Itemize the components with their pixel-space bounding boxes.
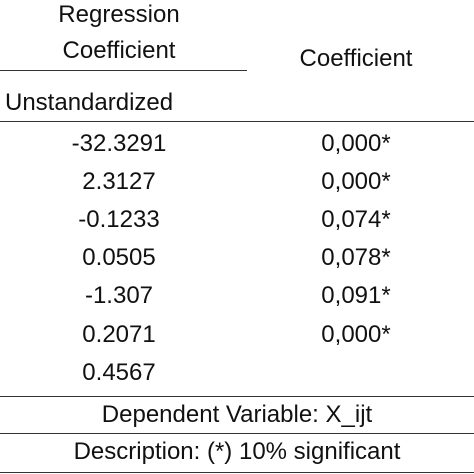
row-7-coefficient — [238, 358, 474, 388]
row-4-unstandardized: 0.0505 — [82, 244, 156, 271]
footer-top-rule — [0, 396, 474, 397]
header-col2-coefficient: Coefficient — [299, 45, 413, 72]
row-4-coefficient: 0,078* — [321, 244, 391, 271]
header-regression-label: Regression — [58, 1, 180, 28]
footer-middle-rule — [0, 433, 474, 434]
header-unstandardized-label: Unstandardized — [5, 89, 174, 116]
dependent-variable-note: Dependent Variable: X_ijt — [101, 401, 373, 428]
header-bottom-rule — [0, 121, 474, 122]
row-5-unstandardized: -1.307 — [84, 282, 154, 309]
header-coefficient-label: Coefficient — [62, 37, 176, 64]
row-1-coefficient: 0,000* — [321, 130, 391, 157]
row-7-unstandardized: 0.4567 — [82, 359, 156, 386]
row-6-coefficient: 0,000* — [321, 321, 391, 348]
row-3-coefficient: 0,074* — [321, 206, 391, 233]
row-3-unstandardized: -0.1233 — [78, 206, 160, 233]
row-2-unstandardized: 2.3127 — [82, 168, 156, 195]
row-6-unstandardized: 0.2071 — [82, 321, 156, 348]
header-subrule — [0, 70, 247, 71]
footer-bottom-rule — [0, 472, 474, 473]
description-note: Description: (*) 10% significant — [73, 438, 401, 465]
row-2-coefficient: 0,000* — [321, 168, 391, 195]
row-1-unstandardized: -32.3291 — [71, 130, 167, 157]
row-5-coefficient: 0,091* — [321, 282, 391, 309]
